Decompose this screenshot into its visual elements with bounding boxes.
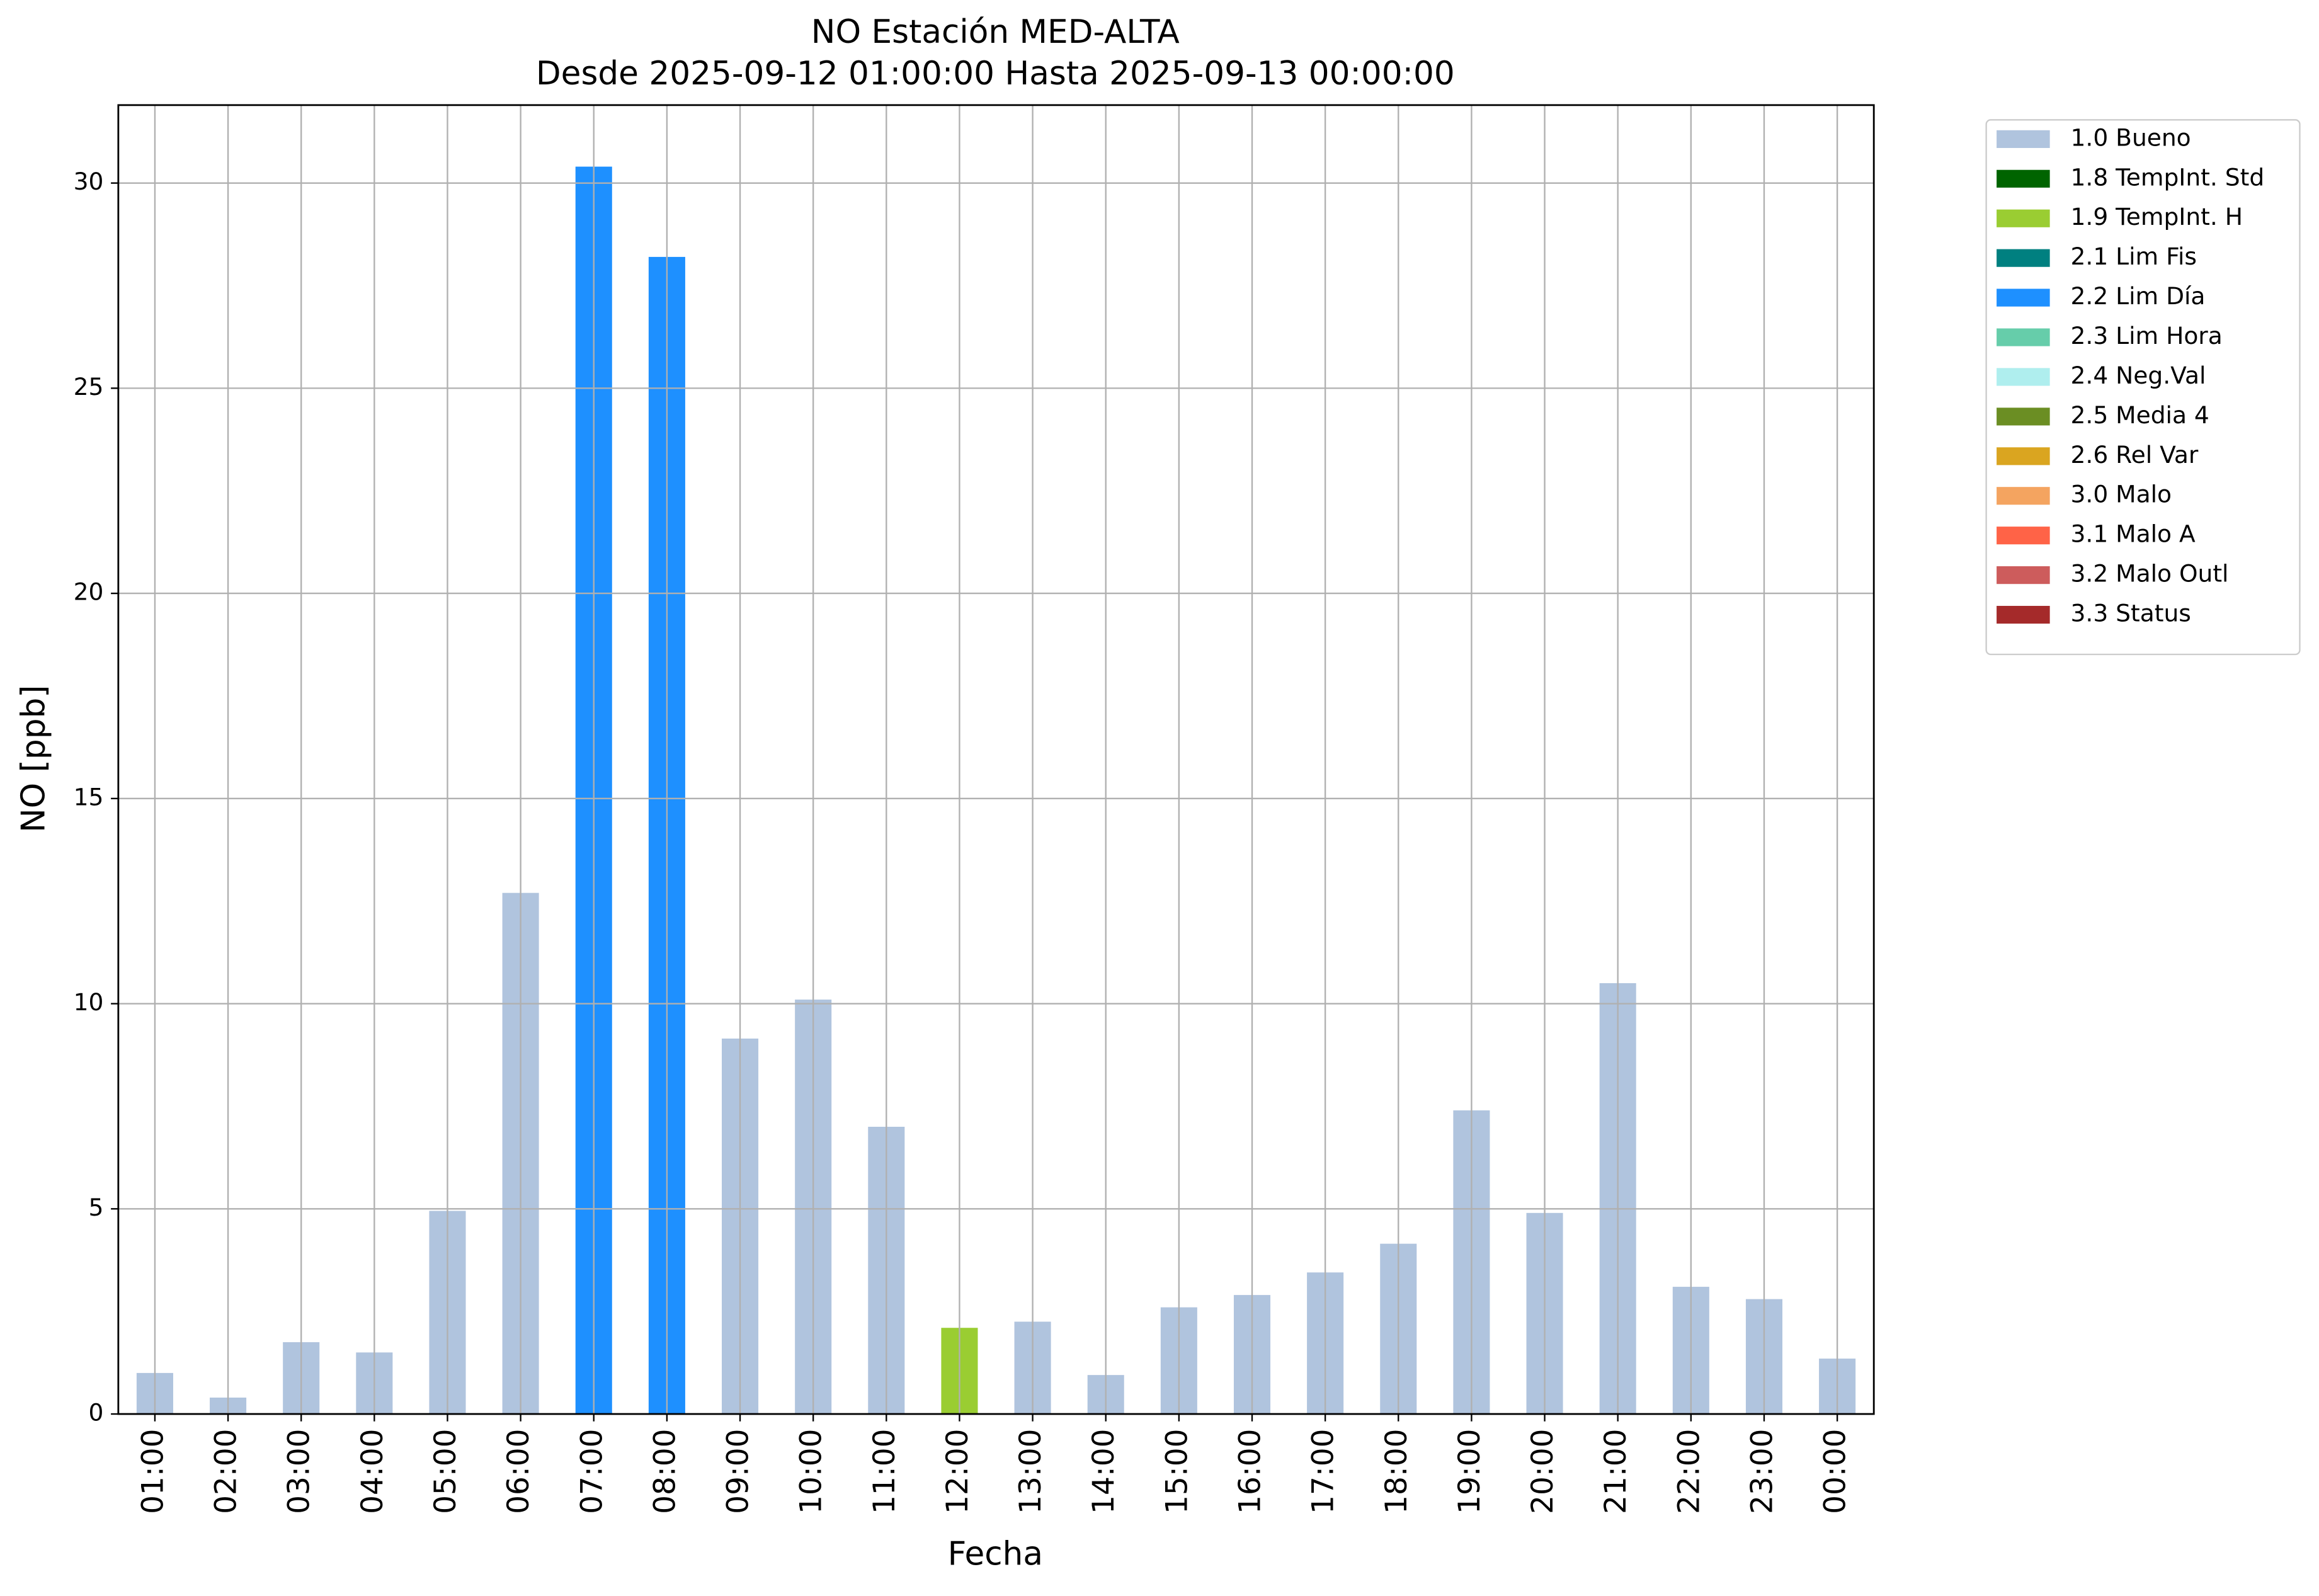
legend-label: 1.9 TempInt. H — [2071, 203, 2243, 231]
plot-frame — [117, 104, 1875, 1415]
x-tick-label: 17:00 — [1306, 1429, 1341, 1514]
legend-swatch — [1997, 527, 2050, 545]
x-axis-label: Fecha — [948, 1535, 1043, 1573]
x-tick-label: 14:00 — [1086, 1429, 1121, 1514]
x-tick-label: 16:00 — [1233, 1429, 1268, 1514]
legend-label: 2.6 Rel Var — [2071, 441, 2199, 469]
y-axis-label: NO [ppb] — [14, 685, 52, 833]
x-tick-label: 21:00 — [1598, 1429, 1633, 1514]
legend-swatch — [1997, 605, 2050, 624]
x-tick-label: 15:00 — [1160, 1429, 1194, 1514]
x-tick-label: 01:00 — [135, 1429, 170, 1514]
legend-swatch — [1997, 249, 2050, 267]
x-tick-label: 20:00 — [1525, 1429, 1560, 1514]
legend-swatch — [1997, 408, 2050, 426]
legend-label: 2.1 Lim Fis — [2071, 242, 2197, 270]
x-tick-label: 05:00 — [428, 1429, 463, 1514]
legend-label: 2.5 Media 4 — [2071, 401, 2209, 429]
legend-swatch — [1997, 209, 2050, 227]
legend-swatch — [1997, 130, 2050, 148]
x-tick-label: 18:00 — [1379, 1429, 1414, 1514]
x-tick-label: 12:00 — [940, 1429, 975, 1514]
legend-label: 1.8 TempInt. Std — [2071, 163, 2265, 191]
y-tick-label: 20 — [74, 578, 104, 606]
chart-subtitle: Desde 2025-09-12 01:00:00 Hasta 2025-09-… — [536, 55, 1455, 93]
x-tick-label: 04:00 — [355, 1429, 390, 1514]
x-tick-label: 09:00 — [721, 1429, 756, 1514]
x-tick-label: 23:00 — [1745, 1429, 1779, 1514]
x-tick-label: 19:00 — [1452, 1429, 1487, 1514]
legend-label: 3.2 Malo Outl — [2071, 560, 2229, 588]
x-tick-label: 10:00 — [794, 1429, 829, 1514]
x-tick-label: 02:00 — [209, 1429, 244, 1514]
x-tick-label: 11:00 — [867, 1429, 902, 1514]
legend-label: 2.2 Lim Día — [2071, 282, 2206, 310]
legend-box — [1985, 119, 2301, 656]
legend-swatch — [1997, 368, 2050, 386]
legend-label: 3.3 Status — [2071, 600, 2191, 627]
x-tick-label: 08:00 — [647, 1429, 682, 1514]
legend-label: 3.1 Malo A — [2071, 520, 2196, 548]
chart-title: NO Estación MED-ALTA — [811, 13, 1180, 51]
legend-label: 2.3 Lim Hora — [2071, 322, 2223, 350]
legend-label: 2.4 Neg.Val — [2071, 362, 2206, 389]
legend-label: 1.0 Bueno — [2071, 123, 2191, 151]
y-tick-label: 30 — [74, 168, 104, 195]
x-tick-label: 13:00 — [1013, 1429, 1048, 1514]
legend-swatch — [1997, 328, 2050, 346]
y-tick-label: 10 — [74, 988, 104, 1016]
legend-swatch — [1997, 288, 2050, 307]
x-tick-label: 03:00 — [282, 1429, 317, 1514]
x-tick-label: 07:00 — [574, 1429, 609, 1514]
x-tick-label: 06:00 — [501, 1429, 536, 1514]
legend-swatch — [1997, 169, 2050, 188]
legend-label: 3.0 Malo — [2071, 481, 2172, 508]
y-tick-label: 5 — [88, 1194, 103, 1221]
x-tick-label: 22:00 — [1672, 1429, 1706, 1514]
legend-swatch — [1997, 566, 2050, 584]
y-tick-label: 15 — [74, 783, 104, 811]
y-tick-label: 0 — [88, 1399, 103, 1427]
x-tick-label: 00:00 — [1818, 1429, 1853, 1514]
legend-swatch — [1997, 487, 2050, 505]
y-tick-label: 25 — [74, 373, 104, 401]
legend-swatch — [1997, 447, 2050, 465]
